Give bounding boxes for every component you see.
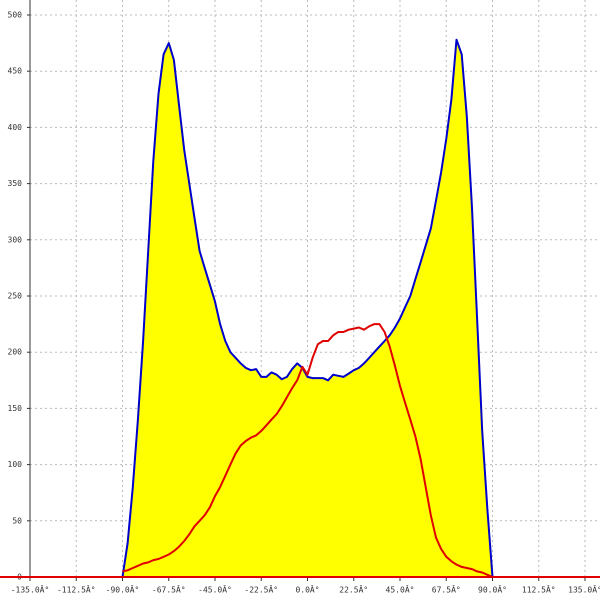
line bbox=[122, 323, 493, 578]
y-tick-label: 200 bbox=[8, 348, 23, 357]
y-tick-label: 100 bbox=[8, 460, 23, 469]
y-tick-label: 450 bbox=[8, 67, 23, 76]
x-tick-label: 135.0Â° bbox=[568, 584, 600, 595]
x-tick-label: 90.0Â° bbox=[478, 584, 507, 595]
y-tick-label: 350 bbox=[8, 179, 23, 188]
x-tick-label: -22.5Â° bbox=[244, 584, 278, 595]
x-tick-label: -67.5Â° bbox=[152, 584, 186, 595]
x-tick-label: 22.5Â° bbox=[339, 584, 368, 595]
x-tick-label: 67.5Â° bbox=[432, 584, 461, 595]
y-tick-label: 500 bbox=[8, 11, 23, 20]
area bbox=[122, 39, 493, 577]
x-tick-label: -135.0Â° bbox=[11, 584, 50, 595]
x-tick-label: 45.0Â° bbox=[386, 584, 415, 595]
x-tick-label: 0.0Â° bbox=[295, 584, 319, 595]
y-tick-label: 50 bbox=[12, 516, 22, 525]
x-tick-label: -90.0Â° bbox=[106, 584, 140, 595]
y-tick-label: 300 bbox=[8, 235, 23, 244]
x-tick-label: 112.5Â° bbox=[522, 584, 556, 595]
line bbox=[121, 38, 494, 578]
y-tick-label: 400 bbox=[8, 123, 23, 132]
y-tick-label: 250 bbox=[8, 292, 23, 301]
x-tick-label: -112.5Â° bbox=[57, 584, 96, 595]
x-tick-label: -45.0Â° bbox=[198, 584, 232, 595]
y-tick-label: 150 bbox=[8, 404, 23, 413]
